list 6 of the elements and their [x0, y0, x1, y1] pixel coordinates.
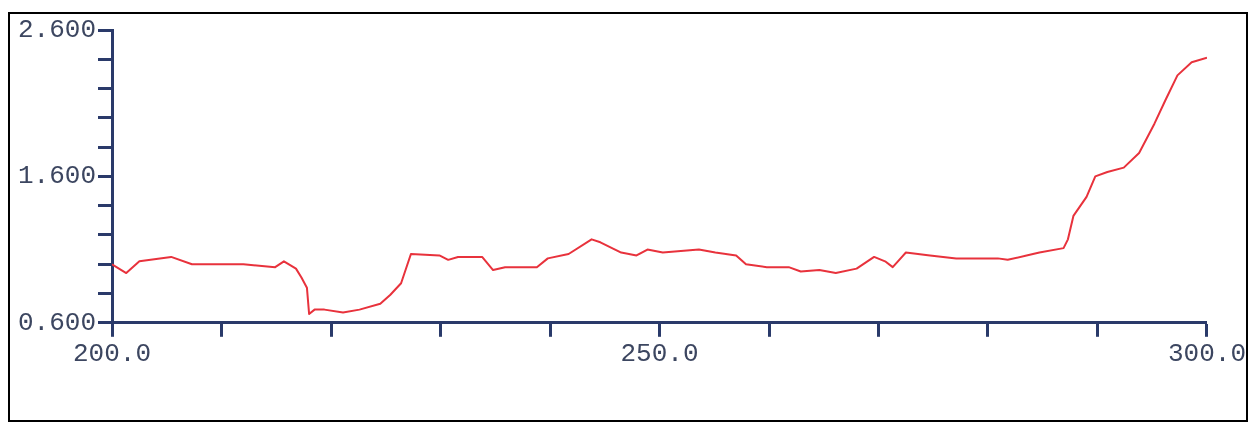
- y-tick-label: 2.600: [18, 14, 97, 45]
- x-tick-label: 200.0: [73, 339, 152, 370]
- y-tick-label: 0.600: [18, 307, 97, 338]
- x-tick-label: 300.0: [1167, 339, 1246, 370]
- y-tick-label: 1.600: [18, 161, 97, 192]
- x-tick-label: 250.0: [620, 339, 699, 370]
